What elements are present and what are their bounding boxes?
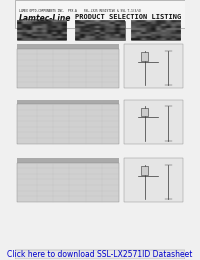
- Bar: [17, 104, 119, 144]
- Bar: [131, 21, 180, 40]
- Bar: [124, 100, 183, 144]
- Bar: [124, 44, 183, 88]
- Bar: [17, 49, 119, 88]
- Bar: [15, 0, 185, 29]
- Bar: [141, 166, 148, 175]
- Bar: [17, 44, 119, 49]
- Bar: [75, 21, 125, 40]
- Bar: [17, 100, 119, 104]
- Bar: [124, 158, 183, 202]
- Bar: [17, 158, 119, 162]
- Bar: [15, 250, 185, 259]
- Text: PRODUCT SELECTION LISTING: PRODUCT SELECTION LISTING: [75, 14, 181, 20]
- Text: Lamtec-Line: Lamtec-Line: [19, 14, 71, 23]
- Text: Click here to download SSL-LX2571ID Datasheet: Click here to download SSL-LX2571ID Data…: [7, 250, 193, 259]
- Bar: [141, 52, 148, 61]
- Text: LUMEX OPTO-COMPONENTS INC.  PFX-A    SSL-LX25 RESISTIVE & SSL T-1(3/4): LUMEX OPTO-COMPONENTS INC. PFX-A SSL-LX2…: [19, 9, 141, 13]
- Bar: [17, 21, 66, 40]
- Bar: [141, 108, 148, 116]
- Bar: [17, 162, 119, 202]
